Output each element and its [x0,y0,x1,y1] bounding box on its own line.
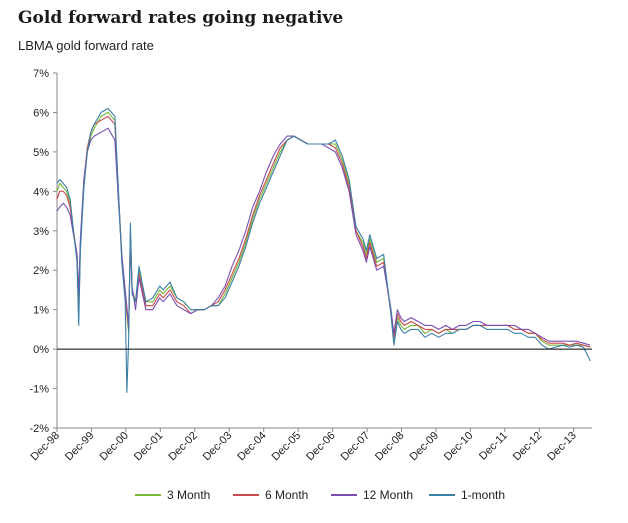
x-tick-label: Dec-00 [97,430,131,464]
x-tick-label: Dec-08 [373,430,407,464]
y-tick-label: -2% [29,423,49,435]
x-axis: Dec-98 Dec-99 Dec-00 Dec-01 Dec-02 Dec-03 Dec-… [29,427,592,464]
legend-label-6-month: 6 Month [265,488,309,502]
x-tick-label: Dec-04 [235,430,269,464]
y-axis: -2% -1% 0% 1% 2% 3% 4% 5% 6% 7% [29,68,58,435]
chart-subtitle: LBMA gold forward rate [18,38,154,53]
y-tick-label: 3% [33,226,49,238]
series-line-12-month [56,127,591,346]
y-tick-label: 6% [33,107,49,119]
legend-item-12-month: 12 Month [331,488,413,502]
y-tick-label: 0% [33,344,49,356]
series-line-3-month [56,111,591,348]
x-tick-label: Dec-02 [166,430,200,464]
legend-swatch-12-month [331,494,357,496]
legend-swatch-6-month [233,494,259,496]
x-tick-label: Dec-07 [339,430,373,464]
x-tick-label: Dec-09 [407,430,441,464]
series-line-6-month [56,115,591,348]
legend-swatch-1-month [429,494,455,496]
y-tick-label: 5% [33,147,49,159]
legend-label-1-month: 1-month [461,488,506,502]
y-tick-label: 2% [33,265,49,277]
legend-label-3-month: 3 Month [167,488,211,502]
legend: 3 Month 6 Month 12 Month 1-month [135,488,535,506]
y-tick-label: 7% [33,68,49,80]
x-tick-label: Dec-10 [442,430,476,464]
x-tick-label: Dec-06 [304,430,338,464]
legend-item-3-month: 3 Month [135,488,210,502]
x-tick-label: Dec-13 [545,430,579,464]
y-tick-label: 1% [33,305,49,317]
x-tick-label: Dec-12 [511,430,545,464]
legend-item-1-month: 1-month [429,488,505,502]
legend-swatch-3-month [135,494,161,496]
series-lines [56,107,591,394]
x-tick-label: Dec-01 [132,430,166,464]
x-tick-label: Dec-99 [63,430,97,464]
chart-title: Gold forward rates going negative [18,8,344,28]
series-line-1-month [56,107,591,394]
legend-item-6-month: 6 Month [233,488,308,502]
x-tick-label: Dec-03 [201,430,235,464]
x-tick-label: Dec-05 [270,430,304,464]
y-tick-label: -1% [29,384,49,396]
x-tick-label: Dec-11 [477,430,510,463]
legend-label-12-month: 12 Month [363,488,414,502]
y-tick-label: 4% [33,186,49,198]
